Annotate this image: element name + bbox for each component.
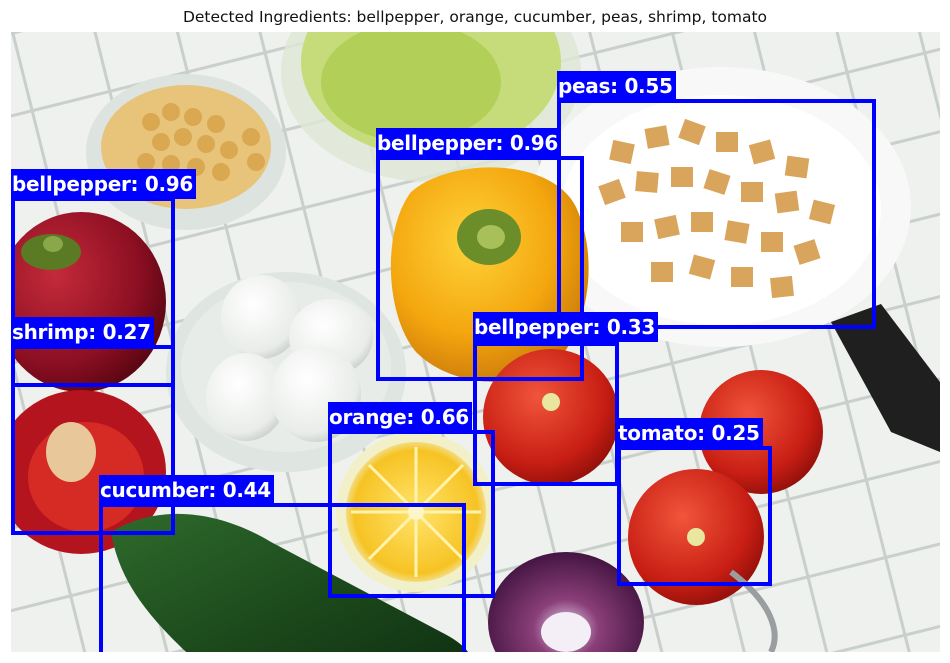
detection-label-shrimp: shrimp: 0.27 — [11, 317, 154, 347]
detection-label-peas: peas: 0.55 — [557, 71, 676, 101]
detection-label-tomato: tomato: 0.25 — [617, 418, 763, 448]
detection-box-shrimp — [11, 345, 175, 535]
detection-box-tomato — [617, 446, 772, 586]
detection-label-cucumber: cucumber: 0.44 — [99, 475, 274, 505]
detection-label-bellpepper-low: bellpepper: 0.33 — [473, 312, 659, 342]
detection-label-bellpepper-yellow: bellpepper: 0.96 — [376, 128, 562, 158]
detection-label-bellpepper-red: bellpepper: 0.96 — [11, 169, 197, 199]
detection-box-cucumber — [99, 503, 466, 652]
detection-box-bellpepper-red — [11, 197, 175, 387]
ingredient-photo: peas: 0.55 bellpepper: 0.96 bellpepper: … — [11, 32, 940, 652]
figure-title: Detected Ingredients: bellpepper, orange… — [182, 8, 768, 26]
detection-box-bellpepper-yellow — [376, 156, 584, 381]
detection-box-orange — [328, 430, 495, 598]
detection-label-orange: orange: 0.66 — [328, 402, 472, 432]
detection-box-bellpepper-low — [473, 342, 619, 486]
detection-box-peas — [557, 99, 876, 329]
